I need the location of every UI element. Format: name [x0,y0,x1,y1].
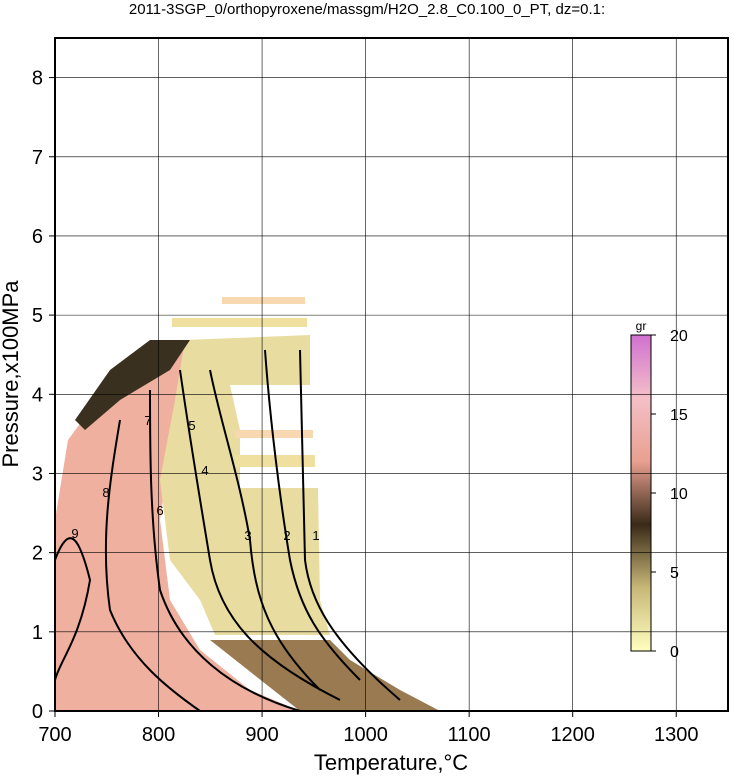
contour-label: 5 [188,418,195,433]
contour-field [54,297,440,712]
colorbar [630,334,652,652]
y-tick-label: 2 [32,543,43,565]
x-tick-label: 1300 [654,724,699,746]
contour-label: 4 [201,463,208,478]
region [55,340,300,711]
x-tick-label: 1000 [343,724,388,746]
contour-label: 6 [156,503,163,518]
colorbar-tick-label: 0 [670,644,679,661]
y-tick-label: 7 [32,147,43,169]
chart-title: 2011-3SGP_0/orthopyroxene/massgm/H2O_2.8… [129,1,605,18]
contour-label: 1 [312,528,319,543]
contour-label: 2 [283,528,290,543]
contour-lines [54,349,401,712]
y-tick-label: 5 [32,305,43,327]
region [222,297,305,304]
x-tick-label: 900 [245,724,278,746]
x-axis-label: Temperature,°C [314,750,468,775]
region [172,318,307,327]
region [75,340,190,430]
y-tick-label: 4 [32,384,43,406]
x-tick-label: 800 [142,724,175,746]
y-tick-label: 3 [32,463,43,485]
region [160,335,330,635]
contour-label: 3 [244,528,251,543]
y-tick-label: 0 [32,701,43,723]
colorbar-tick-label: 5 [670,565,679,582]
y-tick-label: 8 [32,68,43,90]
colorbar-tick-label: 10 [670,486,688,503]
region [235,430,313,438]
colorbar-tick-label: 15 [670,407,688,424]
colorbar-label: gr [636,319,647,333]
region [210,640,440,711]
colorbar-tick-label: 20 [670,328,688,345]
x-tick-label: 1200 [550,724,595,746]
contour-label: 7 [144,413,151,428]
y-tick-label: 6 [32,226,43,248]
x-tick-label: 1100 [448,724,491,746]
x-tick-label: 700 [38,724,71,746]
y-tick-label: 1 [32,622,43,644]
contour-label: 9 [71,526,78,541]
y-axis-label: Pressure,x100MPa [0,280,23,468]
contour-label: 8 [102,485,109,500]
